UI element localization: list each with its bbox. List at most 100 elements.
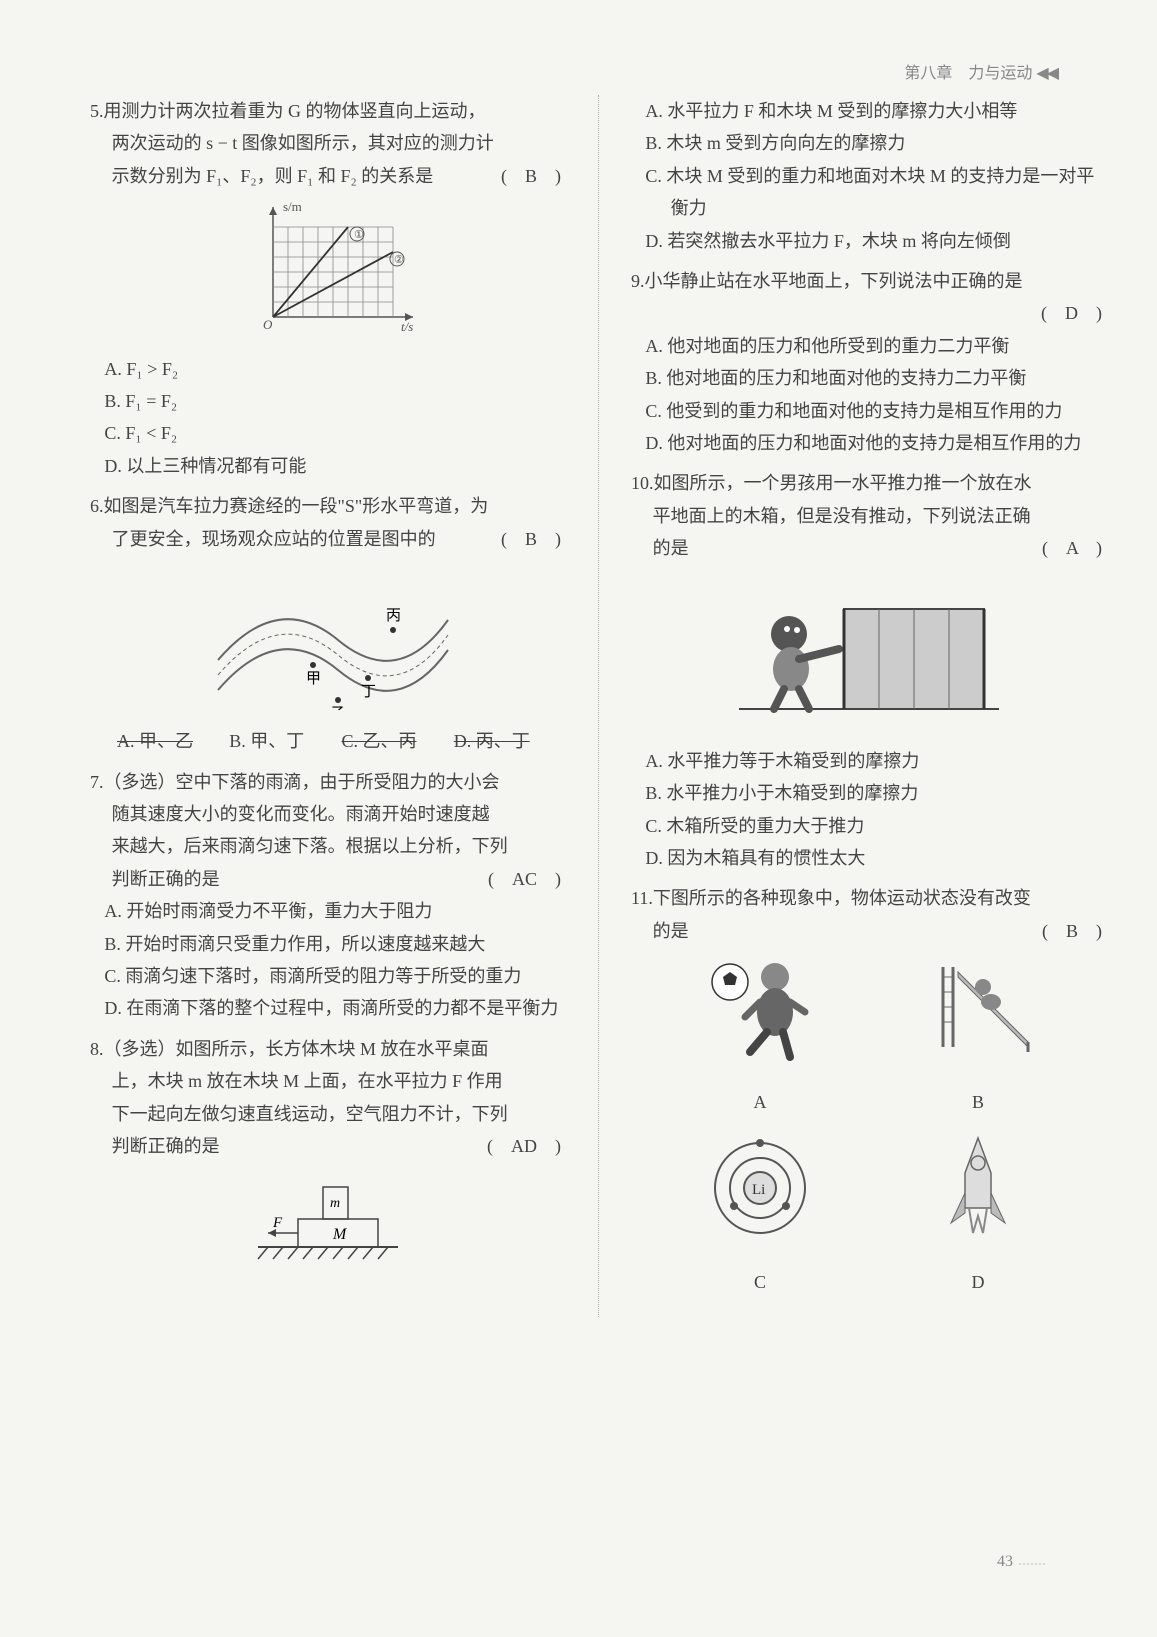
- q10-line3: 的是( A ): [631, 532, 1107, 564]
- q6-optA: A. 甲、乙: [117, 725, 229, 757]
- blocks-on-table-svg: M m F: [238, 1167, 418, 1267]
- svg-text:①: ①: [354, 229, 364, 241]
- svg-text:②: ②: [394, 254, 404, 266]
- question-6: 6.如图是汽车拉力赛途经的一段"S"形水平弯道，为 了更安全，现场观众应站的位置…: [90, 490, 566, 758]
- page-decoration-icon: [1017, 1559, 1047, 1567]
- q11-figures: A B: [631, 947, 1107, 1309]
- svg-text:Li: Li: [752, 1182, 765, 1198]
- main-columns: 5.用测力计两次拉着重为 G 的物体竖直向上运动， 两次运动的 s − t 图像…: [90, 95, 1107, 1317]
- q9-answer: ( D ): [1041, 297, 1102, 329]
- q6-line1: 6.如图是汽车拉力赛途经的一段"S"形水平弯道，为: [90, 490, 566, 522]
- rocket-icon: [913, 1128, 1043, 1248]
- st-graph-svg: s/m t/s O ① ②: [233, 197, 423, 337]
- slide-icon: [913, 947, 1043, 1067]
- q8-line3: 下一起向左做匀速直线运动，空气阻力不计，下列: [90, 1098, 566, 1130]
- svg-text:t/s: t/s: [401, 319, 413, 334]
- q6-optC: C. 乙、丙: [342, 725, 454, 757]
- q5-answer: ( B ): [501, 160, 561, 192]
- q10-line1: 10.如图所示，一个男孩用一水平推力推一个放在水: [631, 467, 1107, 499]
- q6-optD: D. 丙、丁: [454, 725, 566, 757]
- q9-optD: D. 他对地面的压力和地面对他的支持力是相互作用的力: [631, 427, 1107, 459]
- question-9: 9.小华静止站在水平地面上，下列说法中正确的是 ( D ) A. 他对地面的压力…: [631, 265, 1107, 459]
- svg-text:s/m: s/m: [283, 199, 302, 214]
- q11-label-B: B: [880, 1086, 1076, 1118]
- q7-line1: 7.（多选）空中下落的雨滴，由于所受阻力的大小会: [90, 766, 566, 798]
- q6-line2: 了更安全，现场观众应站的位置是图中的( B ): [90, 523, 566, 555]
- q7-line4: 判断正确的是( AC ): [90, 863, 566, 895]
- q5-optA: A. F₁ > F₂: [90, 353, 566, 385]
- q7-optD: D. 在雨滴下落的整个过程中，雨滴所受的力都不是平衡力: [90, 992, 566, 1024]
- q11-fig-C: Li C: [662, 1128, 858, 1299]
- q6-options: A. 甲、乙 B. 甲、丁 C. 乙、丙 D. 丙、丁: [90, 725, 566, 757]
- q5-optC: C. F₁ < F₂: [90, 417, 566, 449]
- q10-optB: B. 水平推力小于木箱受到的摩擦力: [631, 777, 1107, 809]
- q8-line4: 判断正确的是( AD ): [90, 1130, 566, 1162]
- q11-fig-D: D: [880, 1128, 1076, 1299]
- question-5: 5.用测力计两次拉着重为 G 的物体竖直向上运动， 两次运动的 s − t 图像…: [90, 95, 566, 482]
- q8-optD: D. 若突然撤去水平拉力 F，木块 m 将向左倾倒: [631, 225, 1107, 257]
- q5-optD: D. 以上三种情况都有可能: [90, 450, 566, 482]
- q10-line2: 平地面上的木箱，但是没有推动，下列说法正确: [631, 500, 1107, 532]
- q11-answer: ( B ): [1042, 915, 1102, 947]
- q9-answer-line: ( D ): [631, 297, 1107, 329]
- q7-line2: 随其速度大小的变化而变化。雨滴开始时速度越: [90, 798, 566, 830]
- q7-optA: A. 开始时雨滴受力不平衡，重力大于阻力: [90, 895, 566, 927]
- atom-icon: Li: [695, 1128, 825, 1248]
- q11-label-C: C: [662, 1266, 858, 1298]
- q8-optA: A. 水平拉力 F 和木块 M 受到的摩擦力大小相等: [631, 95, 1107, 127]
- boy-push-box-svg: [729, 574, 1009, 724]
- q10-optC: C. 木箱所受的重力大于推力: [631, 810, 1107, 842]
- chapter-header: 第八章 力与运动 ◀◀: [900, 60, 1057, 89]
- question-11: 11.下图所示的各种现象中，物体运动状态没有改变 的是( B ) A: [631, 882, 1107, 1308]
- header-arrows-icon: ◀◀: [1036, 65, 1057, 82]
- right-column: A. 水平拉力 F 和木块 M 受到的摩擦力大小相等 B. 木块 m 受到方向向…: [631, 95, 1107, 1317]
- chapter-num: 第八章: [904, 65, 952, 82]
- q5-graph: s/m t/s O ① ②: [90, 197, 566, 347]
- q8-line1: 8.（多选）如图所示，长方体木块 M 放在水平桌面: [90, 1033, 566, 1065]
- q7-optC: C. 雨滴匀速下落时，雨滴所受的阻力等于所受的重力: [90, 960, 566, 992]
- q8-optB: B. 木块 m 受到方向向左的摩擦力: [631, 127, 1107, 159]
- q7-answer: ( AC ): [488, 863, 561, 895]
- chapter-title: 力与运动: [968, 65, 1032, 82]
- question-8: 8.（多选）如图所示，长方体木块 M 放在水平桌面 上，木块 m 放在木块 M …: [90, 1033, 566, 1278]
- q8-line2: 上，木块 m 放在木块 M 上面，在水平拉力 F 作用: [90, 1065, 566, 1097]
- soccer-kick-icon: [695, 947, 825, 1067]
- question-8-options: A. 水平拉力 F 和木块 M 受到的摩擦力大小相等 B. 木块 m 受到方向向…: [631, 95, 1107, 257]
- q10-optA: A. 水平推力等于木箱受到的摩擦力: [631, 745, 1107, 777]
- q11-label-A: A: [662, 1086, 858, 1118]
- q6-answer: ( B ): [501, 523, 561, 555]
- page-number: 43: [997, 1548, 1047, 1577]
- q10-figure: [631, 574, 1107, 734]
- q11-label-D: D: [880, 1266, 1076, 1298]
- q10-answer: ( A ): [1042, 532, 1102, 564]
- q11-line2: 的是( B ): [631, 915, 1107, 947]
- q11-line1: 11.下图所示的各种现象中，物体运动状态没有改变: [631, 882, 1107, 914]
- q9-line1: 9.小华静止站在水平地面上，下列说法中正确的是: [631, 265, 1107, 297]
- q10-optD: D. 因为木箱具有的惯性太大: [631, 842, 1107, 874]
- q5-line2: 两次运动的 s − t 图像如图所示，其对应的测力计: [90, 127, 566, 159]
- q8-figure: M m F: [90, 1167, 566, 1277]
- svg-text:O: O: [263, 317, 273, 332]
- svg-text:甲: 甲: [306, 671, 321, 687]
- q5-line3: 示数分别为 F₁、F₂，则 F₁ 和 F₂ 的关系是( B ): [90, 160, 566, 192]
- left-column: 5.用测力计两次拉着重为 G 的物体竖直向上运动， 两次运动的 s − t 图像…: [90, 95, 566, 1317]
- q7-optB: B. 开始时雨滴只受重力作用，所以速度越来越大: [90, 928, 566, 960]
- q8-optC: C. 木块 M 受到的重力和地面对木块 M 的支持力是一对平衡力: [631, 160, 1107, 225]
- column-divider: [598, 95, 599, 1317]
- svg-text:乙: 乙: [331, 706, 346, 710]
- q9-optC: C. 他受到的重力和地面对他的支持力是相互作用的力: [631, 395, 1107, 427]
- s-curve-road-svg: 甲 乙 丙 丁: [198, 560, 458, 710]
- q9-optB: B. 他对地面的压力和地面对他的支持力二力平衡: [631, 362, 1107, 394]
- svg-text:m: m: [330, 1196, 340, 1211]
- q5-line1: 5.用测力计两次拉着重为 G 的物体竖直向上运动，: [90, 95, 566, 127]
- q6-optB: B. 甲、丁: [229, 725, 341, 757]
- q8-answer: ( AD ): [487, 1130, 561, 1162]
- svg-text:M: M: [332, 1226, 348, 1243]
- q7-line3: 来越大，后来雨滴匀速下落。根据以上分析，下列: [90, 830, 566, 862]
- q5-optB: B. F₁ = F₂: [90, 385, 566, 417]
- q11-fig-A: A: [662, 947, 858, 1118]
- q9-optA: A. 他对地面的压力和他所受到的重力二力平衡: [631, 330, 1107, 362]
- svg-text:丁: 丁: [361, 684, 376, 700]
- q11-fig-B: B: [880, 947, 1076, 1118]
- q6-figure: 甲 乙 丙 丁: [90, 560, 566, 720]
